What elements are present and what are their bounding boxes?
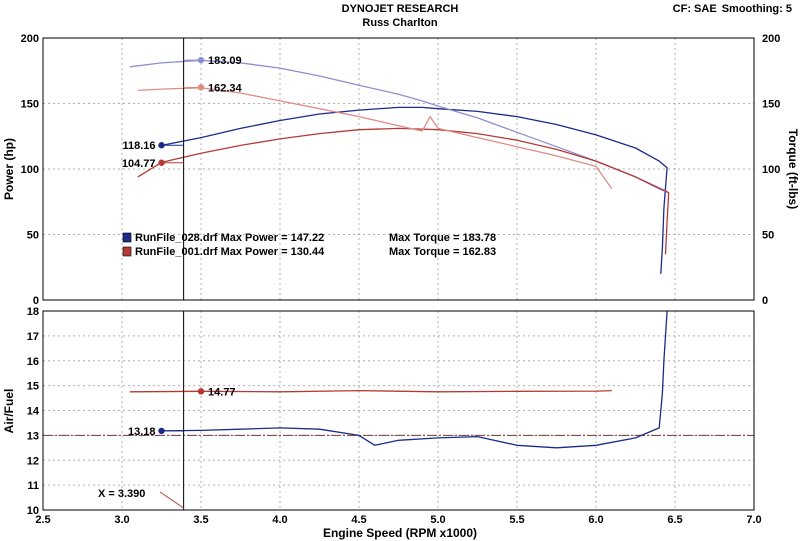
readout-value: 162.34	[208, 82, 243, 94]
legend-file-label: RunFile_001.drf Max Power = 130.44	[135, 246, 325, 258]
afr-tick-label: 16	[27, 356, 39, 368]
settings-readout: CF: SAE Smoothing: 5	[671, 3, 792, 15]
cursor-x-leader	[159, 491, 184, 509]
chart-subtitle: Russ Charlton	[362, 17, 438, 29]
readout-value: 14.77	[208, 386, 236, 398]
afr-tick-label: 15	[27, 381, 39, 393]
afr-tick-label: 12	[27, 455, 39, 467]
afr-tick-label: 11	[27, 480, 39, 492]
legend-torque-label: Max Torque = 183.78	[389, 232, 496, 244]
runfile-001-drf-power-line	[137, 127, 670, 255]
torque-tick-label: 0	[762, 295, 768, 307]
afr-tick-label: 14	[27, 406, 40, 418]
torque-tick-label: 100	[762, 164, 780, 176]
readout-marker	[158, 427, 165, 435]
legend-swatch	[122, 232, 132, 243]
readout-value: 118.16	[122, 140, 155, 152]
runfile-028-drf-torque-line	[129, 59, 668, 192]
readout-marker	[197, 84, 205, 91]
torque-axis-title: Torque (ft-lbs)	[786, 129, 800, 209]
runfile-001-drf-afr-line	[129, 389, 612, 393]
runfile-028-drf-power-line	[161, 106, 668, 274]
rpm-tick-label: 2.5	[35, 514, 50, 526]
x-axis-title: Engine Speed (RPM x1000)	[323, 526, 477, 540]
afr-tick-label: 10	[27, 505, 39, 517]
power-tick-label: 200	[21, 33, 39, 45]
cursor-x-readout: X = 3.390	[98, 488, 145, 500]
readout-marker	[158, 159, 165, 166]
axes: 0 50 100 150 200 0 50 100 150 200 10 11 12 13 14 15 16 17…	[2, 33, 800, 540]
power-axis-title: Power (hp)	[2, 138, 16, 200]
power-tick-label: 150	[21, 99, 39, 111]
afr-axis-title: Air/Fuel	[2, 389, 16, 434]
lower-plot-frame	[42, 310, 755, 511]
rpm-tick-label: 3.0	[114, 514, 129, 526]
rpm-tick-label: 5.5	[509, 514, 524, 526]
rpm-tick-label: 6.0	[588, 514, 603, 526]
readout-value: 183.09	[208, 55, 242, 67]
rpm-tick-label: 6.5	[667, 514, 682, 526]
torque-tick-label: 50	[762, 230, 774, 242]
readout-marker	[197, 388, 205, 395]
power-tick-label: 100	[21, 164, 39, 176]
readout-marker	[158, 142, 165, 149]
smoothing-label: Smoothing: 5	[721, 3, 792, 15]
readout-value: 13.18	[128, 426, 156, 438]
afr-tick-label: 13	[27, 430, 39, 442]
readout-value: 104.77	[122, 158, 156, 170]
power-tick-label: 50	[27, 230, 39, 242]
legend-swatch	[122, 246, 132, 257]
runfile-028-drf-afr-line	[161, 310, 668, 449]
rpm-tick-label: 7.0	[746, 514, 761, 526]
air-fuel-panel: 14.77 13.18 X = 3.390	[43, 310, 754, 510]
torque-tick-label: 150	[762, 99, 780, 111]
afr-tick-label: 17	[27, 331, 39, 343]
legend-file-label: RunFile_028.drf Max Power = 147.22	[135, 232, 324, 244]
chart-title: DYNOJET RESEARCH	[341, 3, 459, 15]
afr-tick-label: 18	[27, 306, 39, 318]
power-tick-label: 0	[33, 295, 39, 307]
rpm-tick-label: 5.0	[430, 514, 445, 526]
torque-tick-label: 200	[762, 33, 780, 45]
rpm-tick-label: 3.5	[193, 514, 208, 526]
runfile-001-drf-torque-line	[137, 87, 613, 190]
legend-torque-label: Max Torque = 162.83	[389, 246, 496, 258]
correction-factor-label: CF: SAE	[672, 3, 717, 15]
power-torque-panel: 183.09 162.34 118.16 104.77 RunFile_028.drf …	[43, 38, 754, 300]
readout-marker	[197, 56, 205, 64]
rpm-tick-label: 4.5	[351, 514, 366, 526]
upper-plot-frame	[42, 37, 755, 301]
rpm-tick-label: 4.0	[272, 514, 287, 526]
